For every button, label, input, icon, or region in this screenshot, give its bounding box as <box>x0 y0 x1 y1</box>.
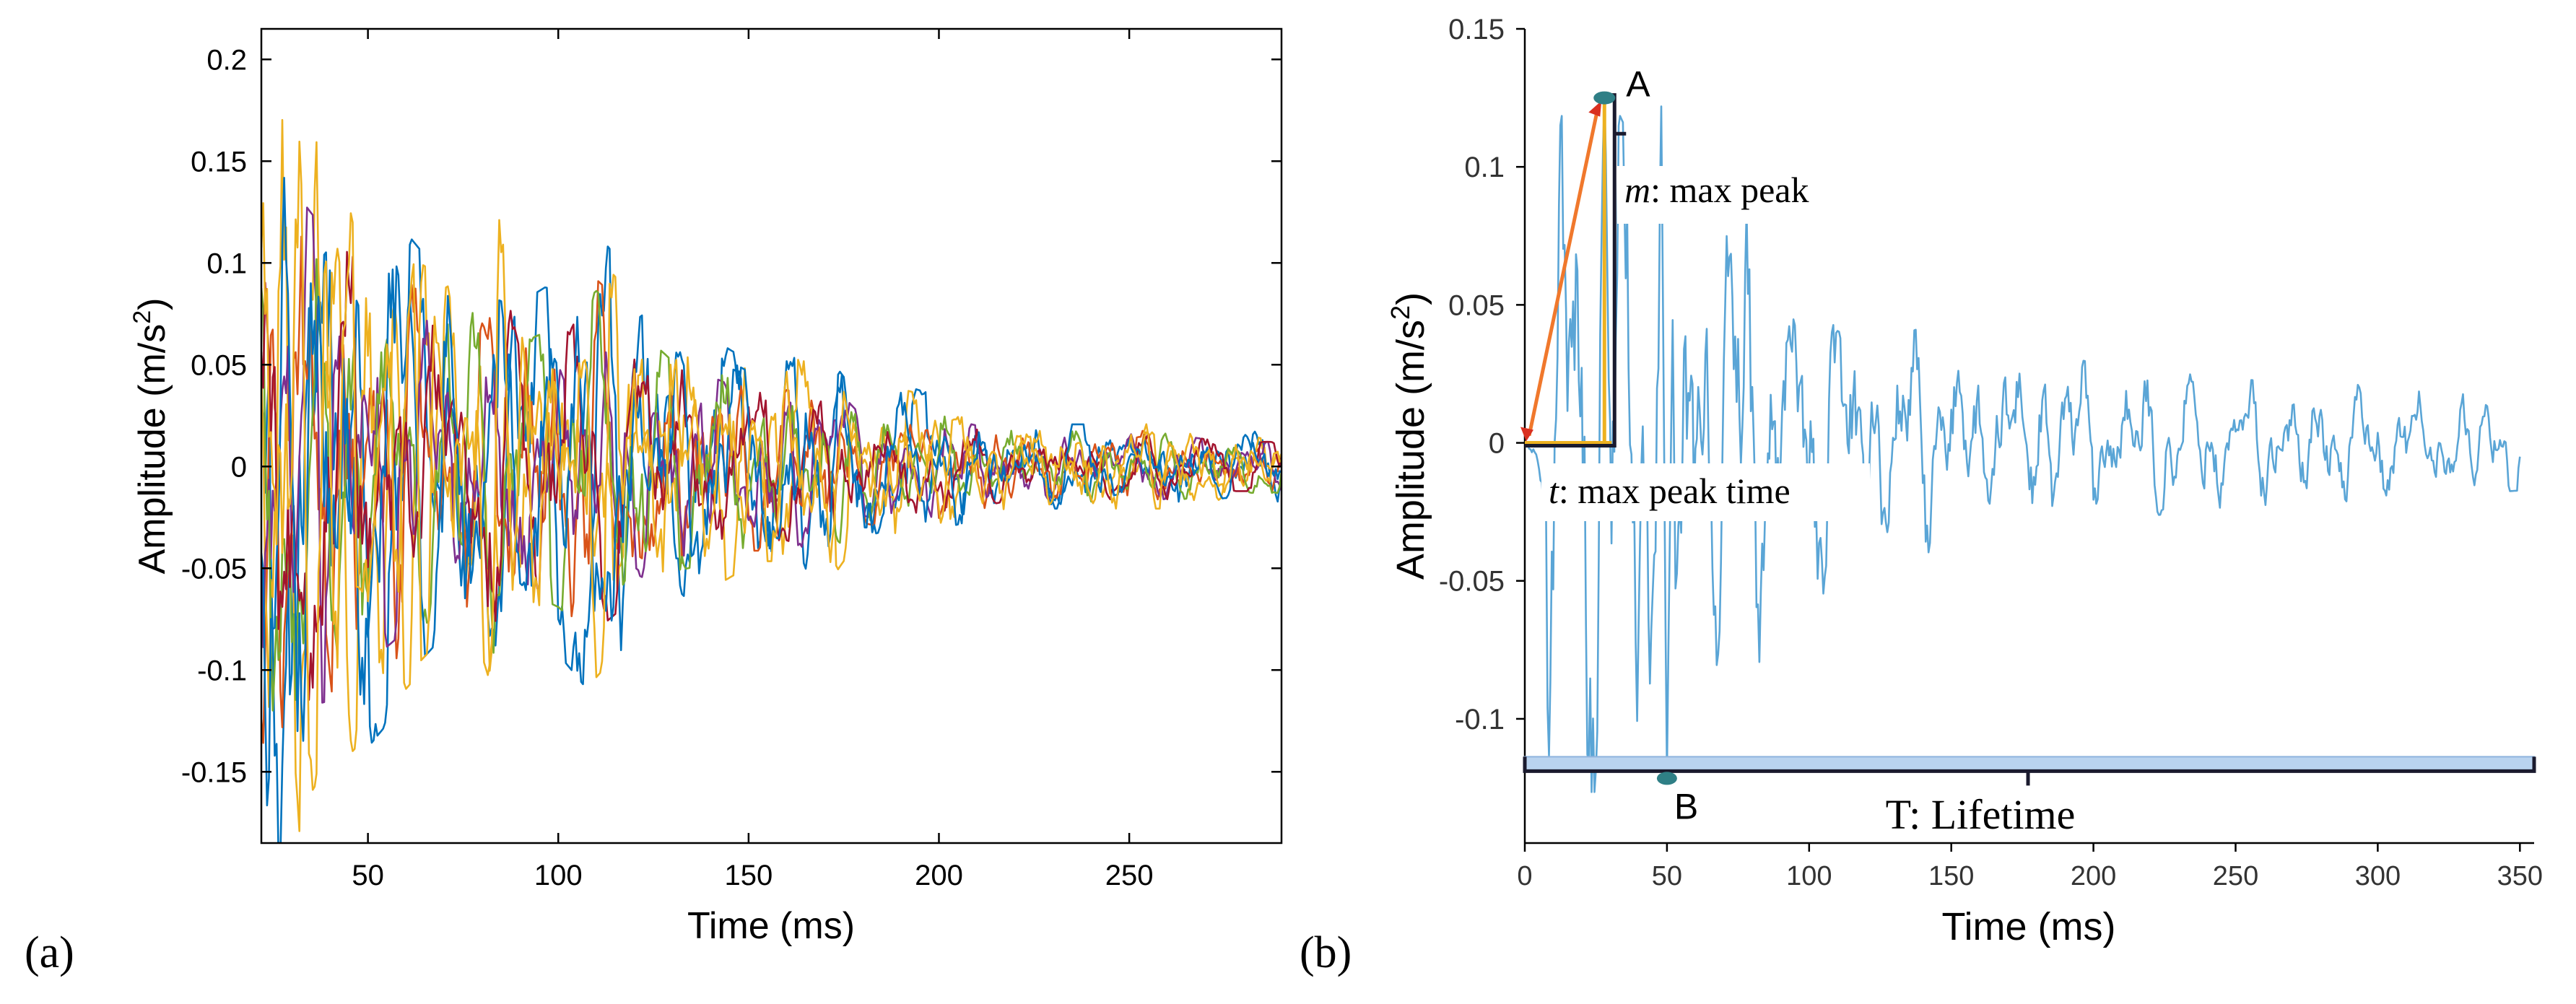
panel-a-x-tick-label: 50 <box>352 860 384 891</box>
lifetime-label: T: Lifetime <box>1886 791 2076 838</box>
max-peak-label-bg <box>1617 166 1906 224</box>
panel-b-x-tick-label: 300 <box>2355 861 2401 891</box>
panel-b-x-tick-label: 250 <box>2213 861 2258 891</box>
panel-a-x-tick-label: 200 <box>915 860 963 891</box>
panel-a-y-axis-label: Amplitude (m/s2) <box>129 297 173 574</box>
max-peak-time-label-bg <box>1541 463 1870 521</box>
panel-b-x-tick-label: 0 <box>1517 861 1532 891</box>
panel-a-x-axis-label: Time (ms) <box>687 905 855 947</box>
point-a-label: A <box>1626 64 1650 105</box>
panel-b-x-tick-label: 200 <box>2071 861 2116 891</box>
panel-b-y-axis-label: Amplitude (m/s2) <box>1385 292 1432 580</box>
panel-b: 0 50 100 150 200 250 300 350 -0.1 -0.05 0 0.05 0.1 0… <box>1300 14 2543 977</box>
panel-a-y-tick-label: 0.05 <box>191 349 247 381</box>
panel-b-y-tick-label: 0.05 <box>1448 289 1505 321</box>
max-peak-time-label: t: max peak time <box>1549 471 1790 511</box>
panel-b-annotations: A B m: max peak t: max peak time T: Life… <box>1520 64 2536 838</box>
panel-a-y-tick-label: 0.1 <box>206 248 247 279</box>
panel-b-y-tick-label: -0.1 <box>1455 704 1505 735</box>
lifetime-label-bg <box>1796 782 2164 847</box>
point-a-marker <box>1593 91 1616 105</box>
panel-a: 50 100 150 200 250 -0.15 -0.1 -0.05 0 0.05 0.1 0.1… <box>25 27 1283 977</box>
panel-a-y-tick-label: -0.1 <box>197 655 247 686</box>
panel-a-label: (a) <box>25 928 74 977</box>
panel-a-x-tick-label: 100 <box>534 860 583 891</box>
panel-b-x-tick-label: 50 <box>1652 861 1682 891</box>
peak-arrow <box>1527 110 1599 437</box>
panel-b-y-tick-label: 0 <box>1489 428 1505 460</box>
panel-b-y-ticks: -0.1 -0.05 0 0.05 0.1 0.15 <box>1439 14 1525 735</box>
panel-b-x-axis-label: Time (ms) <box>1942 905 2116 948</box>
panel-b-y-tick-label: 0.15 <box>1448 14 1505 45</box>
panel-b-signal-line <box>1524 97 2521 793</box>
point-b-marker <box>1656 772 1677 785</box>
panel-a-series-line-8 <box>261 140 1282 791</box>
peak-arrowhead-top <box>1588 100 1602 117</box>
panel-a-series-line-7 <box>261 177 1282 807</box>
panel-a-y-tick-label: 0.15 <box>191 146 247 178</box>
panel-b-y-tick-label: 0.1 <box>1464 152 1505 183</box>
peak-arrowhead-bottom <box>1520 427 1533 442</box>
panel-b-x-ticks: 0 50 100 150 200 250 300 350 <box>1517 843 2543 891</box>
panel-a-x-tick-label: 150 <box>724 860 773 891</box>
panel-a-x-ticks: 50 100 150 200 250 <box>352 29 1153 891</box>
panel-a-axes-box <box>260 27 1283 844</box>
panel-b-label: (b) <box>1300 928 1352 977</box>
panel-a-series-line-6 <box>261 250 1282 701</box>
lifetime-bar <box>1524 756 2535 772</box>
max-peak-label: m: max peak <box>1624 170 1809 210</box>
panel-a-y-tick-label: 0.2 <box>206 44 247 76</box>
panel-b-x-tick-label: 100 <box>1786 861 1832 891</box>
lifetime-bracket <box>1523 756 2536 786</box>
panel-a-series-group <box>261 118 1282 843</box>
panel-b-x-tick-label: 350 <box>2497 861 2543 891</box>
panel-a-plot-area <box>261 29 1282 843</box>
panel-a-y-tick-label: -0.05 <box>181 553 247 585</box>
panel-a-y-tick-label: -0.15 <box>181 756 247 788</box>
panel-a-y-ticks: -0.15 -0.1 -0.05 0 0.05 0.1 0.15 0.2 <box>181 44 1282 788</box>
panel-a-x-tick-label: 250 <box>1105 860 1154 891</box>
panel-b-series-group <box>1524 97 2521 793</box>
panel-b-x-tick-label: 150 <box>1928 861 1974 891</box>
panel-b-y-tick-label: -0.05 <box>1439 566 1505 598</box>
point-b-label: B <box>1674 786 1698 826</box>
panel-a-y-tick-label: 0 <box>231 451 247 483</box>
